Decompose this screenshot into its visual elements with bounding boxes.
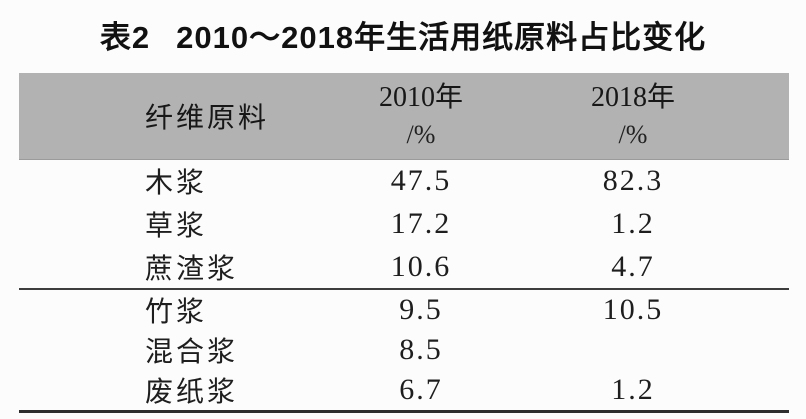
table-header-row: 纤维原料 2010年 /% 2018年 /% <box>19 73 789 160</box>
value-2010-cell: 10.6 <box>390 249 452 283</box>
value-2018-cell: 10.5 <box>602 293 664 326</box>
value-2010-cell: 47.5 <box>390 164 452 198</box>
table-number-label: 表2 <box>99 20 151 55</box>
value-2018-cell: 1.2 <box>611 373 655 406</box>
header-cell-2010: 2010年 /% <box>303 79 539 153</box>
header-2018-year: 2018年 <box>590 82 675 113</box>
table-row: 废纸浆 6.7 1.2 <box>19 370 789 410</box>
table-row: 混合浆 8.5 <box>19 330 789 370</box>
data-table: 纤维原料 2010年 /% 2018年 /% 木浆 47.5 82.3 草浆 1… <box>19 73 789 413</box>
table-title-text: 2010～2018年生活用纸原料占比变化 <box>176 20 707 55</box>
value-2018-cell: 4.7 <box>611 249 655 283</box>
value-2010-cell: 17.2 <box>390 206 452 240</box>
material-cell: 蔗渣浆 <box>145 253 239 285</box>
table-row: 蔗渣浆 10.6 4.7 <box>19 245 789 288</box>
material-cell: 木浆 <box>145 168 208 200</box>
material-cell: 竹浆 <box>145 297 208 328</box>
value-2010-cell: 8.5 <box>399 333 443 366</box>
header-cell-material: 纤维原料 <box>145 103 270 134</box>
material-cell: 废纸浆 <box>145 377 239 408</box>
table-row: 草浆 17.2 1.2 <box>19 203 789 246</box>
material-cell: 混合浆 <box>145 337 239 368</box>
value-2018-cell: 82.3 <box>602 164 664 198</box>
table-row: 木浆 47.5 82.3 <box>19 160 789 203</box>
table-title: 表2 2010～2018年生活用纸原料占比变化 <box>0 12 806 57</box>
table-row: 竹浆 9.5 10.5 <box>19 290 789 330</box>
value-2018-cell: 1.2 <box>611 206 655 240</box>
value-2010-cell: 9.5 <box>399 293 443 326</box>
material-cell: 草浆 <box>145 210 208 242</box>
table-body-group-1: 木浆 47.5 82.3 草浆 17.2 1.2 蔗渣浆 10.6 4.7 <box>19 160 789 290</box>
value-2010-cell: 6.7 <box>399 373 443 406</box>
header-2010-year: 2010年 <box>378 82 463 113</box>
header-cell-2018: 2018年 /% <box>539 79 727 153</box>
header-2018-unit: /% <box>618 120 648 149</box>
table-body-group-2: 竹浆 9.5 10.5 混合浆 8.5 废纸浆 6.7 1.2 <box>19 290 789 413</box>
header-2010-unit: /% <box>406 120 436 149</box>
